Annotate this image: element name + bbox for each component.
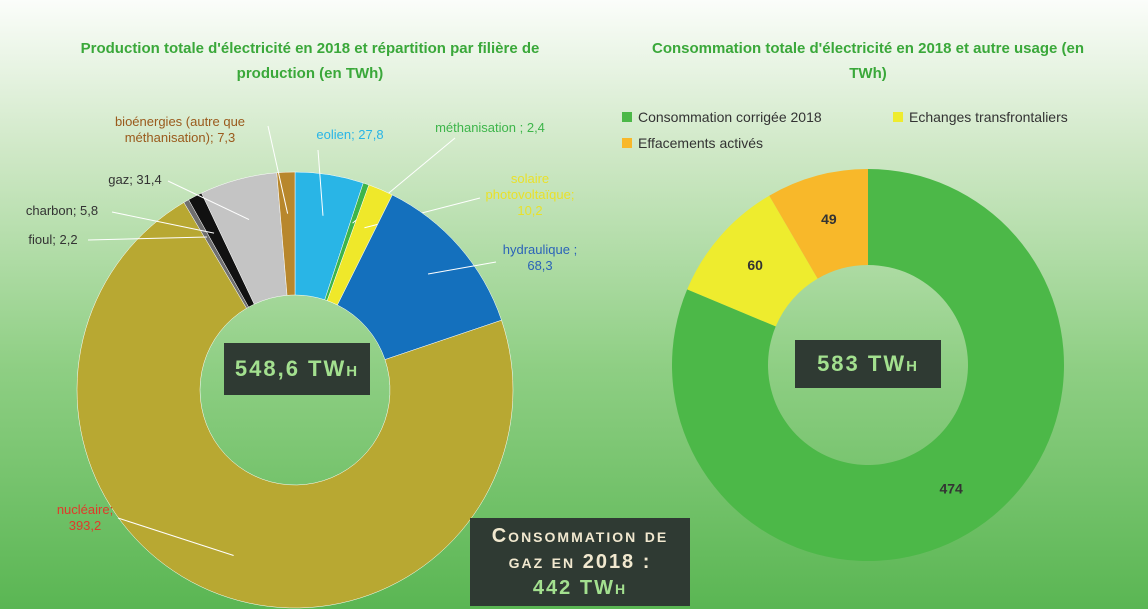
data-label: hydraulique ; 68,3 [502, 242, 578, 273]
donut-slice [76, 202, 514, 609]
legend-swatch [893, 112, 903, 122]
leader-line [111, 211, 215, 234]
donut-slice [769, 169, 868, 279]
annotation-value: 442 TWh [532, 577, 628, 599]
data-label: charbon; 5,8 [25, 203, 99, 218]
leader-line [317, 149, 324, 216]
center-label: 548,6 TWh [224, 343, 370, 395]
chart-title: Production totale d'électricité en 2018 … [80, 40, 540, 82]
legend-swatch [622, 112, 632, 122]
annotation-box: Consommation de gaz en 2018 : 442 TWh [470, 518, 690, 606]
data-label: 474 [939, 481, 963, 497]
leader-line [87, 236, 207, 241]
data-label: méthanisation ; 2,4 [435, 120, 545, 135]
legend-label: Effacements activés [638, 135, 764, 151]
center-label: 583 TWh [795, 340, 941, 388]
data-label: 49 [821, 211, 837, 227]
data-label: bioénergies (autre que méthanisation); 7… [114, 114, 246, 145]
data-label: nucléaire; 393,2 [56, 502, 114, 533]
legend-item: Consommation corrigée 2018 [622, 109, 822, 125]
annotation-text: Consommation de gaz en 2018 : [491, 525, 669, 573]
legend-label: Consommation corrigée 2018 [638, 109, 822, 125]
donut-slice [687, 195, 818, 327]
data-label: fioul; 2,2 [28, 232, 78, 247]
leader-line [117, 517, 234, 556]
leader-line [427, 261, 497, 275]
legend-swatch [622, 138, 632, 148]
donut-slice [276, 171, 296, 296]
chart-title: Consommation totale d'électricité en 201… [651, 40, 1085, 82]
legend-item: Effacements activés [622, 135, 763, 151]
data-label: eolien; 27,8 [316, 127, 384, 142]
leader-line [267, 125, 289, 214]
data-label: gaz; 31,4 [108, 172, 162, 187]
data-label: 60 [747, 257, 763, 273]
donut-slice [672, 169, 1064, 562]
legend-label: Echanges transfrontaliers [909, 109, 1068, 125]
data-label: solaire photovoltaïque; 10,2 [485, 171, 575, 218]
legend-item: Echanges transfrontaliers [893, 109, 1068, 125]
leader-line [167, 180, 250, 221]
